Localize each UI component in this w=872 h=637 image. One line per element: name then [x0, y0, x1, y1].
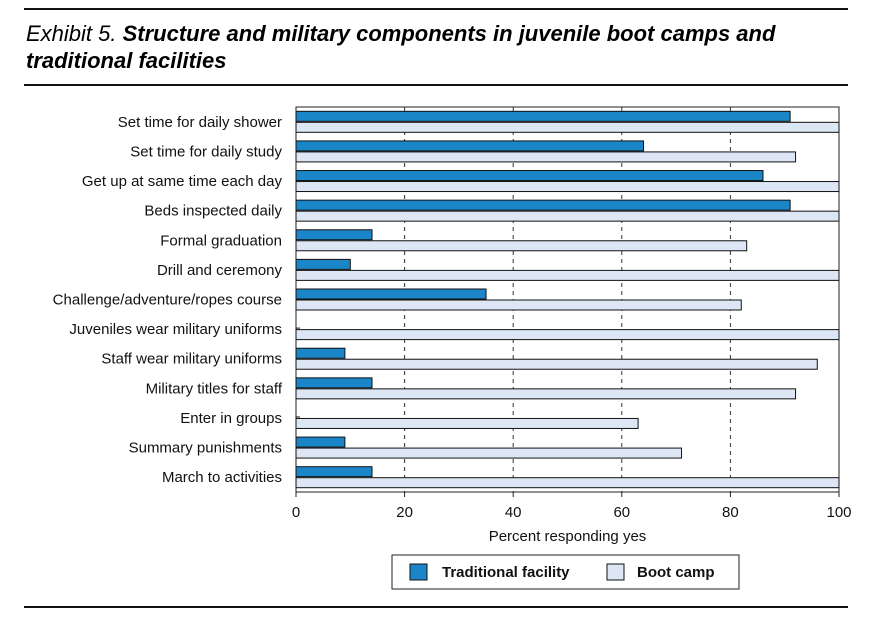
legend-swatch-traditional — [409, 563, 428, 581]
bar-traditional-12 — [295, 466, 373, 478]
category-label-11: Summary punishments — [129, 440, 282, 457]
bar-bootcamp-4 — [295, 240, 748, 252]
bar-bootcamp-12 — [295, 477, 840, 489]
bar-bootcamp-6 — [295, 299, 742, 311]
category-label-7: Juveniles wear military uniforms — [69, 321, 282, 338]
bar-traditional-6 — [295, 288, 487, 300]
legend-swatch-bootcamp — [606, 563, 625, 581]
bar-bootcamp-9 — [295, 388, 797, 400]
bar-bootcamp-1 — [295, 151, 797, 163]
bottom-rule — [24, 606, 848, 608]
bar-bootcamp-3 — [295, 210, 840, 222]
bar-traditional-11 — [295, 436, 346, 448]
bar-traditional-8 — [295, 347, 346, 359]
category-label-8: Staff wear military uniforms — [101, 351, 282, 368]
bar-traditional-2 — [295, 170, 764, 182]
bar-bootcamp-0 — [295, 121, 840, 133]
category-label-10: Enter in groups — [180, 410, 282, 427]
bar-bootcamp-7 — [295, 329, 840, 341]
bar-traditional-4 — [295, 229, 373, 241]
bar-traditional-0 — [295, 110, 791, 122]
tick-label-80: 80 — [722, 504, 739, 521]
tick-label-100: 100 — [826, 504, 851, 521]
category-labels-group: Set time for daily shower Set time for da… — [53, 114, 283, 486]
category-label-1: Set time for daily study — [130, 143, 282, 160]
bar-traditional-3 — [295, 199, 791, 211]
bar-bootcamp-11 — [295, 447, 683, 459]
top-rule — [24, 8, 848, 10]
exhibit-number: Exhibit 5. — [26, 21, 117, 46]
x-axis-title: Percent responding yes — [489, 528, 647, 545]
legend-label-bootcamp: Boot camp — [637, 564, 715, 581]
title-rule — [24, 84, 848, 86]
category-label-2: Get up at same time each day — [82, 173, 283, 190]
category-label-9: Military titles for staff — [146, 380, 283, 397]
bar-traditional-5 — [295, 258, 351, 270]
category-label-12: March to activities — [162, 469, 282, 486]
bar-bootcamp-2 — [295, 181, 840, 193]
bar-traditional-1 — [295, 140, 645, 152]
exhibit-title: Exhibit 5. Structure and military compon… — [26, 20, 846, 74]
legend: Traditional facility Boot camp — [391, 554, 740, 590]
legend-box — [391, 554, 740, 590]
tick-label-20: 20 — [396, 504, 413, 521]
bars-group — [295, 110, 840, 489]
category-label-0: Set time for daily shower — [118, 114, 282, 131]
category-label-5: Drill and ceremony — [157, 262, 283, 279]
category-label-6: Challenge/adventure/ropes course — [53, 292, 282, 309]
tick-label-40: 40 — [505, 504, 522, 521]
bar-chart: Set time for daily shower Set time for da… — [53, 106, 852, 590]
exhibit-title-text: Structure and military components in juv… — [26, 21, 776, 73]
category-label-3: Beds inspected daily — [144, 203, 282, 220]
tick-label-0: 0 — [292, 504, 300, 521]
bar-bootcamp-5 — [295, 269, 840, 281]
tick-label-60: 60 — [613, 504, 630, 521]
bar-traditional-9 — [295, 377, 373, 389]
bar-bootcamp-10 — [295, 417, 639, 429]
legend-label-traditional: Traditional facility — [442, 564, 570, 581]
bar-bootcamp-8 — [295, 358, 818, 370]
tick-labels-group: 0 20 40 60 80 100 — [292, 492, 852, 521]
category-label-4: Formal graduation — [160, 232, 282, 249]
